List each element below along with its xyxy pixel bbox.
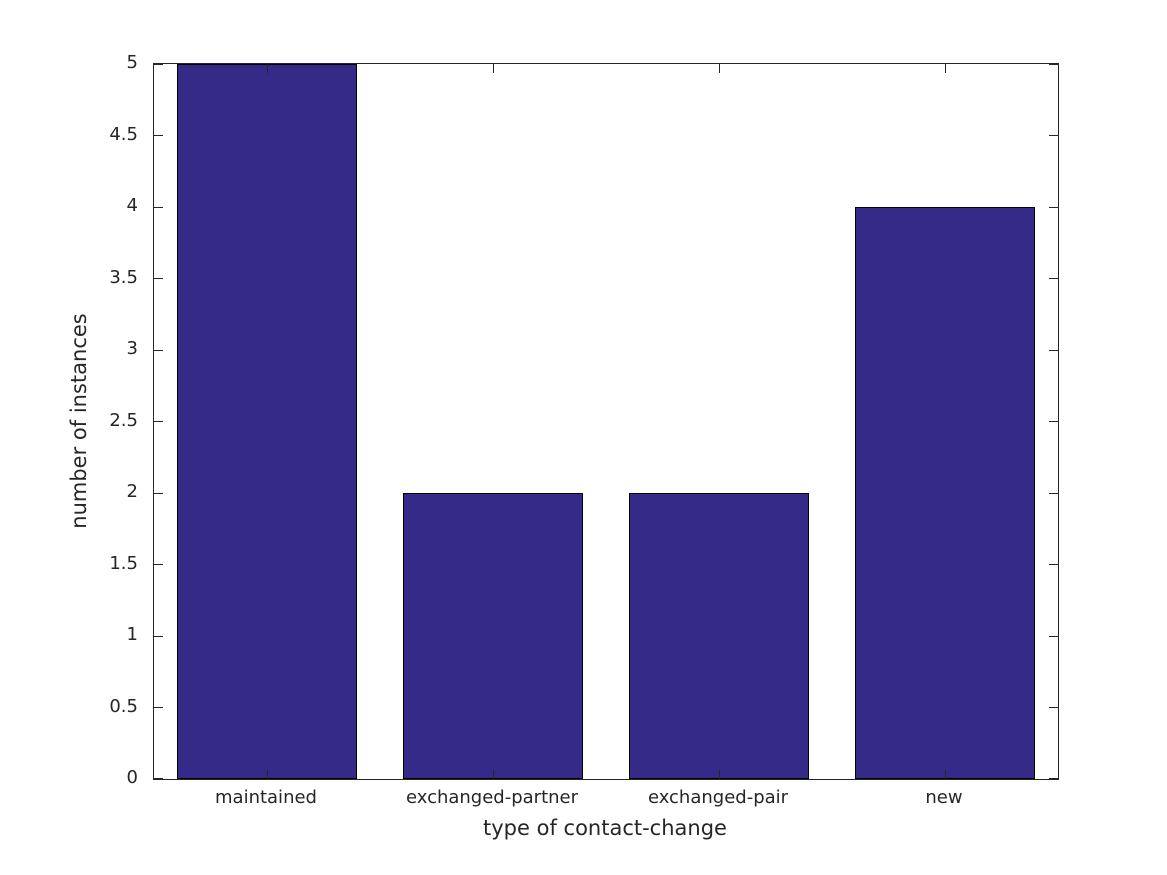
y-tick-mark [154, 64, 163, 65]
x-tick-mark [944, 64, 946, 73]
x-tick-mark [492, 770, 494, 779]
y-tick-mark [154, 278, 163, 279]
y-tick-label: 4 [126, 195, 138, 216]
y-tick-mark [154, 564, 163, 565]
x-tick-mark [266, 64, 268, 73]
y-tick-label: 0 [126, 767, 138, 788]
y-tick-mark [154, 492, 163, 494]
y-tick-label: 5 [126, 52, 138, 73]
y-tick-label: 1 [126, 624, 138, 645]
y-tick-mark [1049, 492, 1058, 494]
y-tick-mark [154, 349, 163, 351]
y-tick-mark [1049, 64, 1058, 65]
y-tick-mark [1049, 564, 1058, 565]
plot-area [153, 63, 1059, 780]
y-tick-mark [1049, 707, 1058, 708]
y-tick-mark [1049, 278, 1058, 279]
x-axis-label: type of contact-change [483, 816, 727, 840]
y-axis-label: number of instances [67, 313, 91, 529]
x-tick-label: maintained [215, 787, 317, 808]
y-tick-mark [154, 135, 163, 136]
y-tick-mark [1049, 135, 1058, 136]
y-tick-mark [154, 206, 163, 208]
x-tick-mark [266, 770, 268, 779]
x-tick-mark [718, 64, 720, 73]
x-tick-mark [492, 64, 494, 73]
y-tick-label: 1.5 [109, 552, 138, 574]
y-tick-mark [1049, 349, 1058, 351]
y-tick-mark [154, 778, 163, 779]
x-tick-label: exchanged-pair [647, 787, 789, 808]
y-tick-mark [154, 421, 163, 422]
ticks-layer [154, 64, 1058, 779]
y-tick-mark [154, 707, 163, 708]
y-tick-label: 2 [126, 481, 138, 502]
y-tick-label: 2.5 [109, 409, 138, 431]
bar-new [854, 207, 1036, 779]
y-tick-mark [1049, 206, 1058, 208]
x-tick-label: exchanged-partner [405, 787, 579, 808]
x-tick-mark [944, 770, 946, 779]
x-tick-label: new [925, 787, 963, 808]
y-tick-mark [1049, 421, 1058, 422]
y-tick-mark [154, 635, 163, 637]
y-tick-label: 4.5 [109, 123, 138, 145]
y-tick-mark [1049, 778, 1058, 779]
bar-maintained [176, 64, 358, 779]
y-tick-label: 3.5 [109, 266, 138, 288]
bars-layer [154, 64, 1058, 779]
bar-exchanged-partner [402, 493, 584, 779]
y-tick-label: 0.5 [109, 695, 138, 717]
y-tick-label: 3 [126, 338, 138, 359]
x-tick-mark [718, 770, 720, 779]
y-tick-mark [1049, 635, 1058, 637]
